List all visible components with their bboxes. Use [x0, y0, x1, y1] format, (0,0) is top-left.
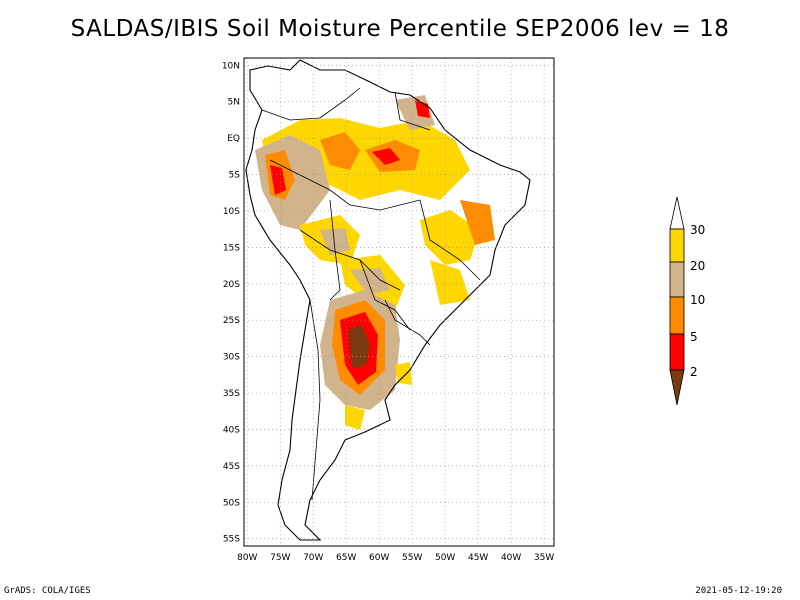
- colorbar-above30: [669, 196, 685, 230]
- colorbar-below2: [669, 369, 685, 406]
- longitude-labels: 80W 75W 70W 65W 60W 55W 50W 45W 40W 35W: [237, 553, 554, 563]
- lat-label: 5N: [228, 98, 240, 108]
- lat-label: EQ: [227, 134, 240, 144]
- lon-label: 40W: [501, 553, 521, 563]
- lon-label: 35W: [534, 553, 554, 563]
- lon-label: 50W: [435, 553, 455, 563]
- colorbar-label-2: 2: [690, 365, 698, 379]
- latitude-labels: 10N 5N EQ 5S 10S 15S 20S 25S 30S 35S 40S 45S 50S 55S: [222, 61, 240, 544]
- lat-label: 40S: [223, 425, 240, 435]
- lat-label: 15S: [223, 243, 240, 253]
- map-title: SALDAS/IBIS Soil Moisture Percentile SEP…: [70, 16, 730, 42]
- percentile-patches: [255, 95, 495, 430]
- lat-label: 5S: [229, 171, 241, 181]
- colorbar-label-20: 20: [690, 259, 705, 273]
- lat-label: 45S: [223, 462, 240, 472]
- lon-label: 65W: [336, 553, 356, 563]
- country-borders: [261, 87, 481, 501]
- lon-label: 45W: [468, 553, 488, 563]
- lon-label: 55W: [402, 553, 422, 563]
- lat-label: 55S: [223, 535, 240, 545]
- colorbar-10-20: [669, 261, 685, 298]
- lon-label: 80W: [237, 553, 257, 563]
- colorbar-2-5: [669, 333, 685, 371]
- coastline: [245, 59, 531, 541]
- footer-credit: GrADS: COLA/IGES: [4, 586, 91, 596]
- colorbar-20-30: [669, 228, 685, 263]
- lat-label: 25S: [223, 316, 240, 326]
- lon-label: 70W: [303, 553, 323, 563]
- graticule: [244, 58, 554, 546]
- colorbar-5-10: [669, 296, 685, 335]
- colorbar: 30 20 10 5 2: [669, 196, 705, 406]
- colorbar-label-5: 5: [690, 330, 698, 344]
- lat-label: 50S: [223, 498, 240, 508]
- lat-label: 20S: [223, 280, 240, 290]
- lat-label: 35S: [223, 389, 240, 399]
- lat-label: 10S: [223, 207, 240, 217]
- lon-label: 60W: [369, 553, 389, 563]
- map-frame: [243, 57, 555, 547]
- colorbar-label-10: 10: [690, 293, 705, 307]
- colorbar-label-30: 30: [690, 223, 705, 237]
- lon-label: 75W: [270, 553, 290, 563]
- lat-label: 30S: [223, 353, 240, 363]
- lat-label: 10N: [222, 61, 240, 71]
- footer-timestamp: 2021-05-12-19:20: [695, 586, 782, 596]
